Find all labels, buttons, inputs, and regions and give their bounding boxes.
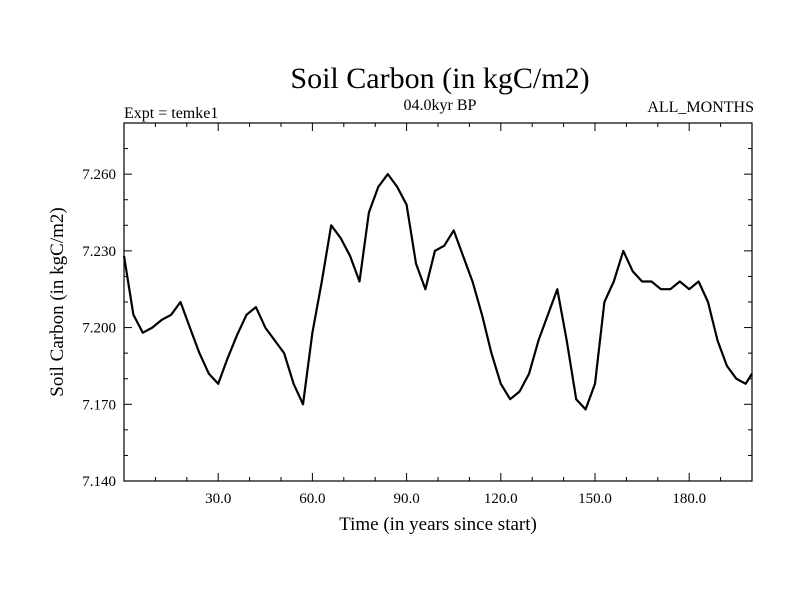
- y-tick-label: 7.140: [82, 474, 116, 490]
- x-tick-label: 30.0: [205, 491, 231, 507]
- period-label: 04.0kyr BP: [404, 97, 477, 114]
- x-tick-label: 60.0: [299, 491, 325, 507]
- x-tick-label: 90.0: [393, 491, 419, 507]
- experiment-label: Expt = temke1: [124, 105, 218, 122]
- x-axis-title: Time (in years since start): [339, 514, 537, 535]
- chart-title: Soil Carbon (in kgC/m2): [290, 62, 589, 95]
- y-axis-title: Soil Carbon (in kgC/m2): [47, 207, 68, 396]
- y-tick-label: 7.260: [82, 167, 116, 183]
- series-line-0: [122, 173, 753, 411]
- x-tick-label: 120.0: [484, 491, 518, 507]
- series-layer: [122, 173, 753, 411]
- ticks-layer: 30.0 60.0 90.0 120.0 150.0 180.0 7.140 7.170 7.2…: [82, 123, 752, 507]
- y-tick-label: 7.200: [82, 321, 116, 337]
- plot-frame: [123, 122, 753, 482]
- x-tick-label: 150.0: [578, 491, 612, 507]
- x-tick-label: 180.0: [672, 491, 706, 507]
- months-label: ALL_MONTHS: [647, 99, 754, 116]
- y-tick-label: 7.230: [82, 244, 116, 260]
- y-tick-label: 7.170: [82, 397, 116, 413]
